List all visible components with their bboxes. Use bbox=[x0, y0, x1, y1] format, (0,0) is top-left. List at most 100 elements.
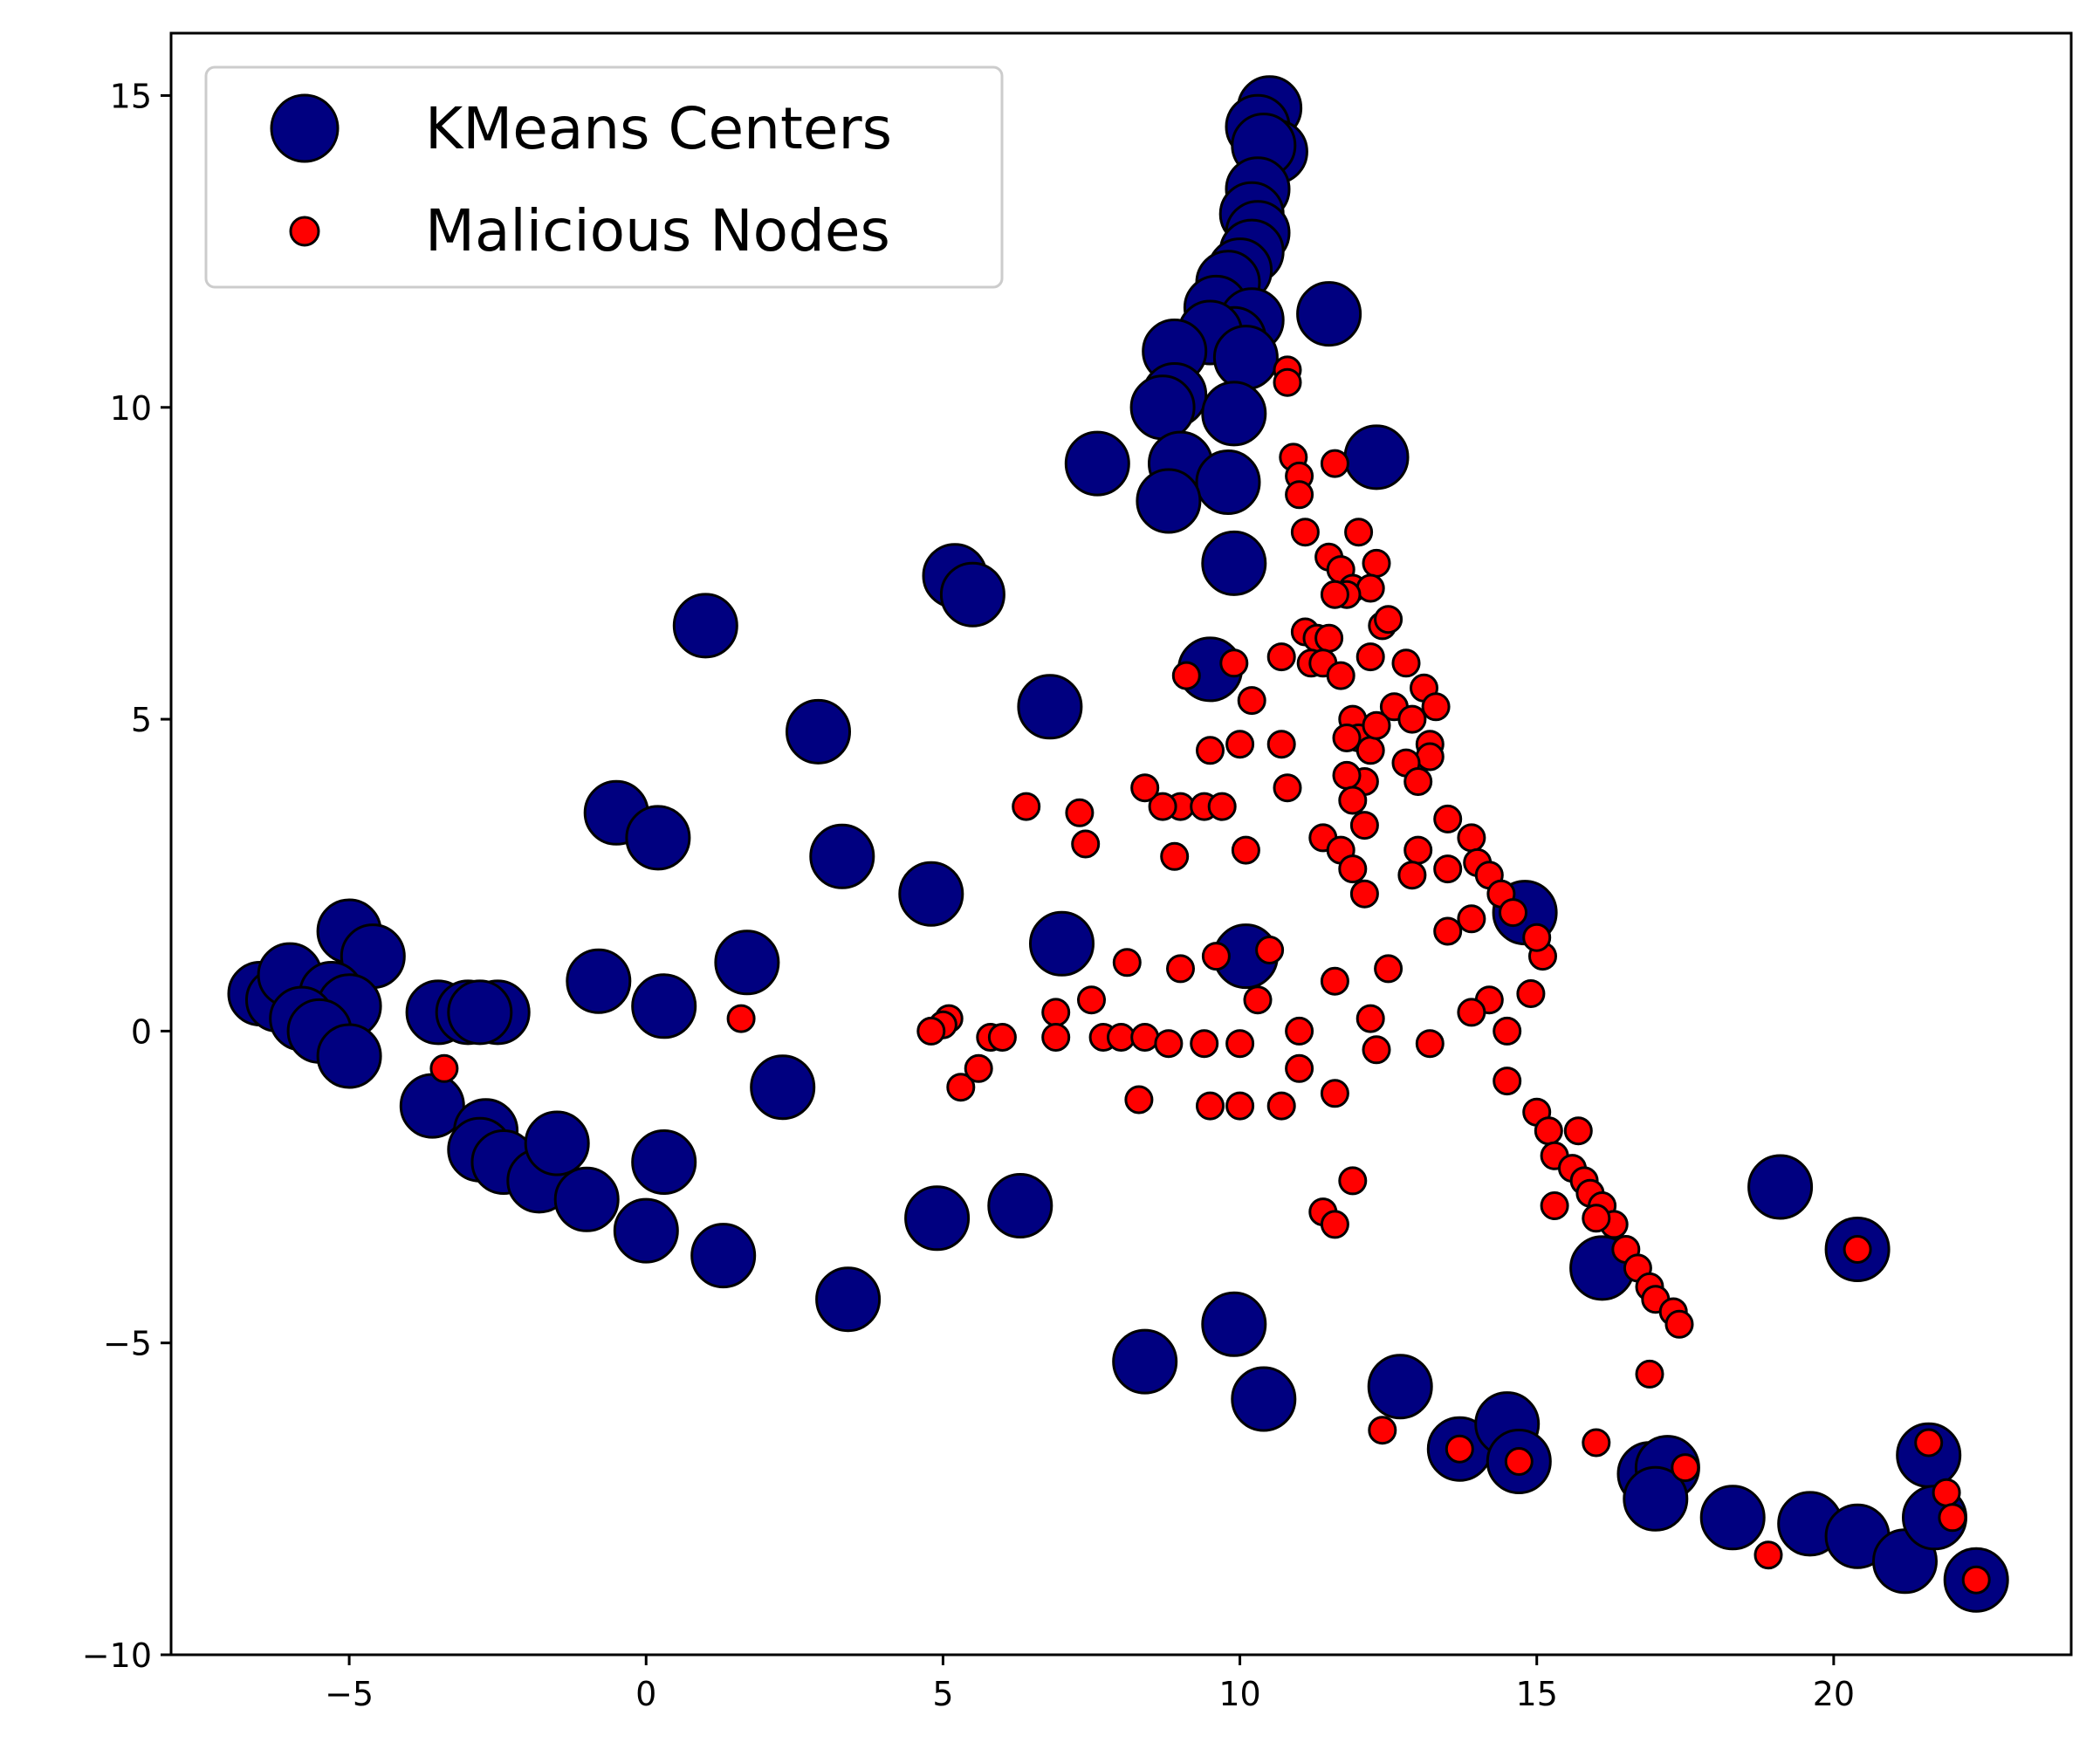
kmeans-center-point bbox=[786, 698, 851, 765]
malicious-node-point bbox=[1190, 1029, 1219, 1059]
malicious-node-point bbox=[1266, 642, 1296, 672]
y-tick-label: −10 bbox=[82, 1636, 152, 1675]
malicious-node-point bbox=[1332, 724, 1362, 752]
kmeans-center-point bbox=[904, 1185, 971, 1252]
malicious-node-point bbox=[964, 1053, 993, 1083]
malicious-node-point bbox=[1332, 760, 1362, 790]
kmeans-center-point bbox=[566, 948, 632, 1014]
kmeans-center-point bbox=[1195, 449, 1261, 515]
y-axis: −10 −5 0 5 10 15 bbox=[82, 77, 171, 1675]
malicious-node-point bbox=[1112, 948, 1142, 978]
malicious-node-point bbox=[1635, 1359, 1664, 1389]
malicious-node-point bbox=[1065, 798, 1095, 827]
malicious-node-point bbox=[1231, 835, 1260, 865]
malicious-node-point bbox=[1338, 785, 1368, 815]
kmeans-center-point bbox=[1296, 281, 1362, 347]
legend-label-malicious-nodes: Malicious Nodes bbox=[425, 197, 890, 264]
kmeans-center-point bbox=[1112, 1328, 1178, 1395]
malicious-node-point bbox=[1374, 605, 1403, 635]
kmeans-center-point bbox=[1201, 381, 1267, 447]
malicious-node-point bbox=[1285, 1016, 1314, 1046]
kmeans-center-point bbox=[1064, 430, 1130, 497]
kmeans-center-point bbox=[1201, 1291, 1267, 1357]
malicious-node-point bbox=[1148, 792, 1177, 821]
malicious-node-point bbox=[1563, 1116, 1593, 1146]
x-tick-label: −5 bbox=[325, 1675, 374, 1713]
malicious-node-point bbox=[1196, 736, 1225, 765]
malicious-node-point bbox=[1266, 1091, 1296, 1121]
kmeans-center-point bbox=[690, 1223, 757, 1289]
y-tick-label: −5 bbox=[103, 1325, 152, 1363]
malicious-node-point bbox=[1362, 1035, 1391, 1065]
x-tick-label: 15 bbox=[1516, 1675, 1558, 1713]
kmeans-center-point bbox=[316, 1023, 382, 1089]
kmeans-center-point bbox=[1017, 674, 1083, 740]
malicious-node-point bbox=[1403, 835, 1433, 865]
kmeans-center-point bbox=[1136, 468, 1202, 534]
malicious-node-point bbox=[1166, 954, 1195, 984]
malicious-node-point bbox=[1314, 623, 1344, 653]
malicious-node-point bbox=[1225, 1091, 1255, 1121]
malicious-node-point bbox=[1582, 1428, 1611, 1458]
kmeans-center-point bbox=[1129, 374, 1196, 441]
malicious-node-point bbox=[1355, 736, 1385, 765]
malicious-node-point bbox=[1671, 1453, 1700, 1483]
malicious-node-point bbox=[1445, 1434, 1474, 1464]
malicious-node-point bbox=[1961, 1565, 1991, 1595]
plot-frame bbox=[169, 31, 2073, 1657]
x-tick-label: 0 bbox=[635, 1675, 656, 1713]
plot-area bbox=[171, 33, 2071, 1655]
kmeans-center-point bbox=[631, 973, 697, 1039]
malicious-node-point bbox=[1457, 823, 1486, 853]
malicious-node-point bbox=[1320, 1079, 1349, 1108]
x-tick-label: 10 bbox=[1218, 1675, 1260, 1713]
kmeans-center-point bbox=[447, 979, 513, 1046]
malicious-node-point bbox=[1290, 518, 1320, 547]
malicious-node-point bbox=[1355, 1004, 1385, 1033]
malicious-node-point bbox=[1320, 1210, 1349, 1239]
malicious-node-point bbox=[1243, 985, 1273, 1015]
malicious-node-point bbox=[1107, 1023, 1136, 1052]
malicious-node-point bbox=[1012, 792, 1041, 821]
malicious-node-point bbox=[1504, 1447, 1534, 1476]
malicious-node-point bbox=[1225, 730, 1255, 759]
malicious-node-point bbox=[1160, 841, 1190, 871]
malicious-node-point bbox=[1225, 1029, 1255, 1059]
malicious-node-point bbox=[1391, 648, 1421, 678]
malicious-node-point bbox=[1415, 1029, 1445, 1059]
malicious-node-point bbox=[1493, 1067, 1522, 1096]
malicious-node-point bbox=[1403, 767, 1433, 796]
kmeans-center-point bbox=[939, 561, 1005, 628]
malicious-node-point bbox=[1368, 1416, 1397, 1445]
kmeans-center-point bbox=[1699, 1485, 1766, 1551]
kmeans-center-point bbox=[613, 1197, 679, 1264]
kmeans-center-point bbox=[553, 1166, 620, 1232]
legend-marker-kmeans-centers bbox=[270, 93, 340, 163]
malicious-node-point bbox=[1516, 979, 1546, 1008]
x-tick-label: 5 bbox=[932, 1675, 953, 1713]
malicious-node-point bbox=[1493, 1016, 1522, 1046]
legend: KMeans Centers Malicious Nodes bbox=[204, 65, 1004, 289]
malicious-node-point bbox=[1938, 1503, 1967, 1533]
kmeans-center-point bbox=[631, 1129, 697, 1195]
malicious-node-point bbox=[1349, 879, 1379, 909]
kmeans-center-point bbox=[1212, 325, 1279, 391]
malicious-node-point bbox=[1041, 1023, 1071, 1052]
malicious-node-point bbox=[1397, 704, 1427, 734]
legend-box bbox=[204, 65, 1004, 289]
malicious-node-point bbox=[1237, 686, 1266, 716]
malicious-node-point bbox=[1285, 1053, 1314, 1083]
malicious-node-point bbox=[1201, 942, 1231, 971]
malicious-node-point bbox=[1196, 1091, 1225, 1121]
malicious-node-point bbox=[1355, 642, 1385, 672]
malicious-node-point bbox=[1397, 861, 1427, 890]
kmeans-center-point bbox=[1201, 530, 1267, 596]
malicious-node-point bbox=[1207, 792, 1237, 821]
malicious-node-point bbox=[1344, 518, 1374, 547]
malicious-node-point bbox=[1171, 661, 1201, 690]
malicious-node-point bbox=[1932, 1478, 1961, 1507]
malicious-node-point bbox=[1285, 480, 1314, 510]
malicious-node-point bbox=[1433, 854, 1463, 884]
kmeans-center-point bbox=[1367, 1354, 1433, 1420]
malicious-node-point bbox=[1433, 804, 1463, 833]
